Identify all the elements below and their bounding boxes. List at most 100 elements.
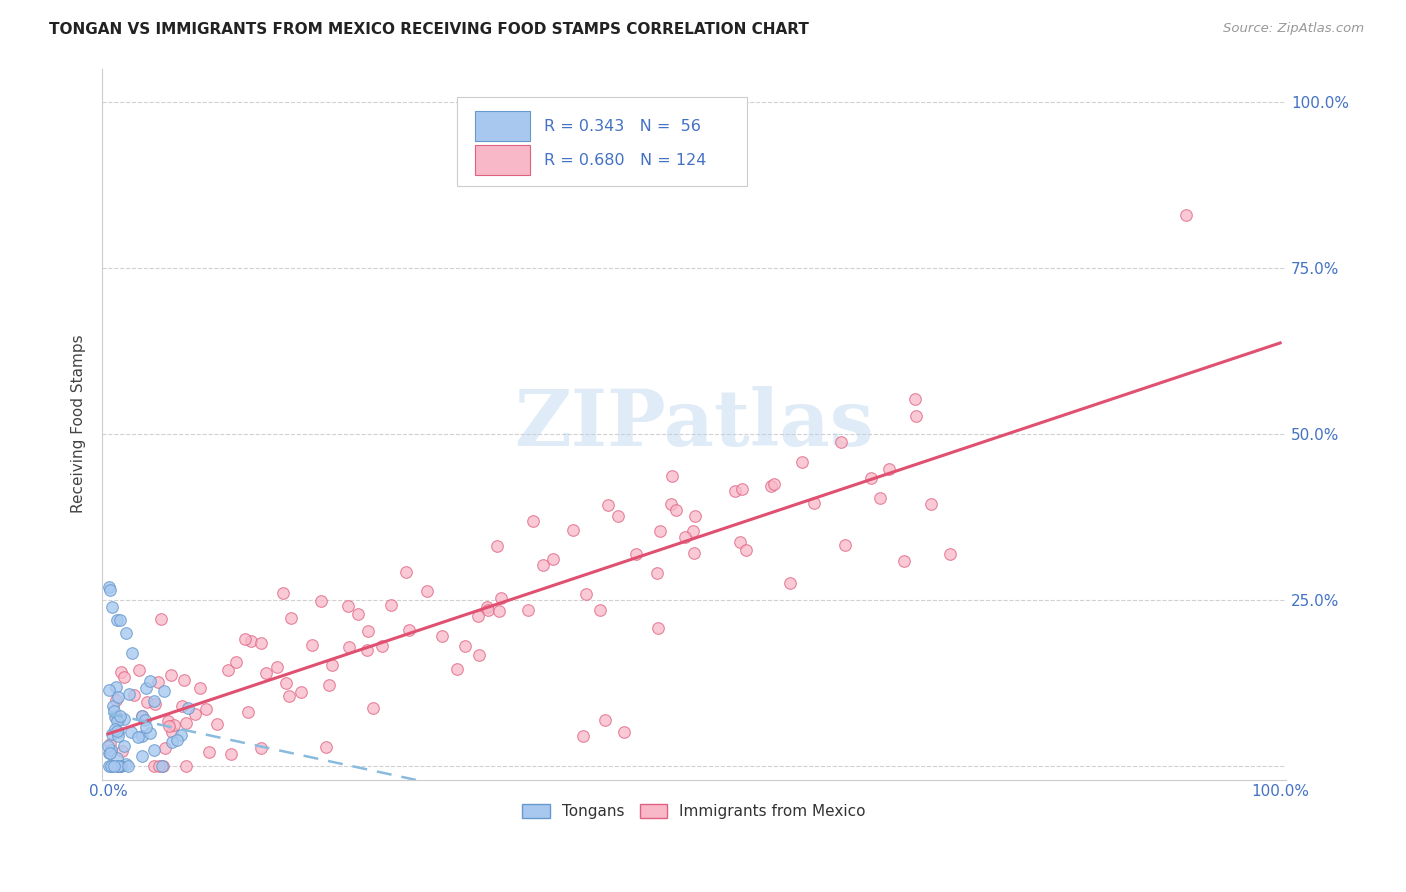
Point bbox=[371, 639, 394, 653]
Point bbox=[665, 503, 688, 517]
Point bbox=[225, 655, 247, 669]
Point bbox=[122, 688, 145, 702]
Point bbox=[575, 587, 598, 601]
Point bbox=[467, 648, 489, 663]
FancyBboxPatch shape bbox=[475, 112, 530, 141]
Point bbox=[108, 713, 131, 727]
Point bbox=[541, 551, 564, 566]
Point bbox=[107, 758, 129, 772]
Point bbox=[416, 584, 439, 599]
Point bbox=[347, 607, 370, 621]
Point bbox=[233, 632, 256, 647]
Y-axis label: Receiving Food Stamps: Receiving Food Stamps bbox=[72, 334, 86, 514]
Point bbox=[290, 685, 312, 699]
Point bbox=[877, 462, 900, 476]
Point bbox=[337, 640, 360, 654]
Point bbox=[120, 724, 142, 739]
Point bbox=[157, 719, 180, 733]
Point bbox=[477, 602, 499, 616]
Point bbox=[131, 729, 153, 743]
Point bbox=[160, 725, 183, 739]
Text: R = 0.680   N = 124: R = 0.680 N = 124 bbox=[544, 153, 706, 168]
Point bbox=[134, 714, 156, 728]
Point bbox=[446, 662, 468, 676]
Point bbox=[893, 554, 915, 568]
Point bbox=[398, 623, 420, 637]
Point bbox=[613, 725, 636, 739]
Point bbox=[356, 643, 378, 657]
Point bbox=[318, 678, 340, 692]
Point bbox=[174, 716, 197, 731]
Point bbox=[135, 681, 157, 695]
Point bbox=[139, 725, 162, 739]
Point bbox=[176, 759, 198, 773]
Text: TONGAN VS IMMIGRANTS FROM MEXICO RECEIVING FOOD STAMPS CORRELATION CHART: TONGAN VS IMMIGRANTS FROM MEXICO RECEIVI… bbox=[49, 22, 808, 37]
Point bbox=[152, 759, 174, 773]
Point bbox=[112, 712, 135, 726]
Point bbox=[155, 741, 177, 756]
Point bbox=[100, 742, 122, 756]
Point bbox=[561, 523, 583, 537]
Point bbox=[647, 566, 669, 580]
Point bbox=[606, 509, 628, 524]
Point bbox=[790, 455, 813, 469]
Point bbox=[98, 738, 121, 752]
Point bbox=[860, 470, 883, 484]
Point bbox=[108, 758, 131, 772]
Point bbox=[336, 599, 359, 614]
Text: ZIPatlas: ZIPatlas bbox=[515, 386, 875, 462]
Point bbox=[904, 392, 927, 406]
Point bbox=[128, 663, 150, 677]
Point bbox=[938, 547, 960, 561]
Point bbox=[803, 496, 825, 510]
Point bbox=[100, 758, 122, 772]
Point bbox=[153, 683, 176, 698]
Point bbox=[100, 599, 122, 614]
Point bbox=[217, 663, 239, 677]
Point bbox=[142, 743, 165, 757]
Point bbox=[135, 720, 157, 734]
Point bbox=[194, 702, 217, 716]
Point bbox=[104, 710, 127, 724]
Point bbox=[271, 585, 294, 599]
Point bbox=[100, 583, 122, 598]
Point bbox=[475, 599, 498, 614]
Point bbox=[661, 469, 683, 483]
Point bbox=[104, 692, 127, 706]
Point bbox=[105, 681, 128, 695]
Point bbox=[779, 576, 801, 591]
Point bbox=[115, 756, 138, 771]
Point bbox=[131, 749, 153, 764]
Point bbox=[101, 699, 124, 714]
Point bbox=[301, 638, 323, 652]
Point bbox=[673, 530, 696, 544]
Point bbox=[114, 626, 136, 640]
Point bbox=[250, 636, 273, 650]
Point bbox=[156, 714, 179, 728]
Point bbox=[624, 548, 647, 562]
Point bbox=[589, 603, 612, 617]
Point bbox=[361, 701, 384, 715]
Point bbox=[108, 709, 131, 723]
Point bbox=[98, 746, 121, 760]
Point bbox=[596, 498, 619, 512]
Point bbox=[166, 732, 188, 747]
Point bbox=[176, 701, 198, 715]
Point bbox=[160, 668, 183, 682]
Point bbox=[173, 673, 195, 687]
Point bbox=[107, 725, 129, 739]
Point bbox=[321, 657, 343, 672]
Point bbox=[107, 759, 129, 773]
Point bbox=[112, 670, 135, 684]
Point bbox=[467, 608, 489, 623]
Point bbox=[1175, 208, 1198, 222]
Point bbox=[315, 740, 337, 755]
Point bbox=[904, 409, 927, 424]
Point bbox=[489, 591, 512, 606]
Point bbox=[98, 746, 121, 760]
Point bbox=[148, 759, 170, 773]
Point bbox=[110, 665, 132, 679]
Text: R = 0.343   N =  56: R = 0.343 N = 56 bbox=[544, 119, 700, 134]
Point bbox=[98, 683, 121, 698]
Point bbox=[104, 722, 127, 736]
